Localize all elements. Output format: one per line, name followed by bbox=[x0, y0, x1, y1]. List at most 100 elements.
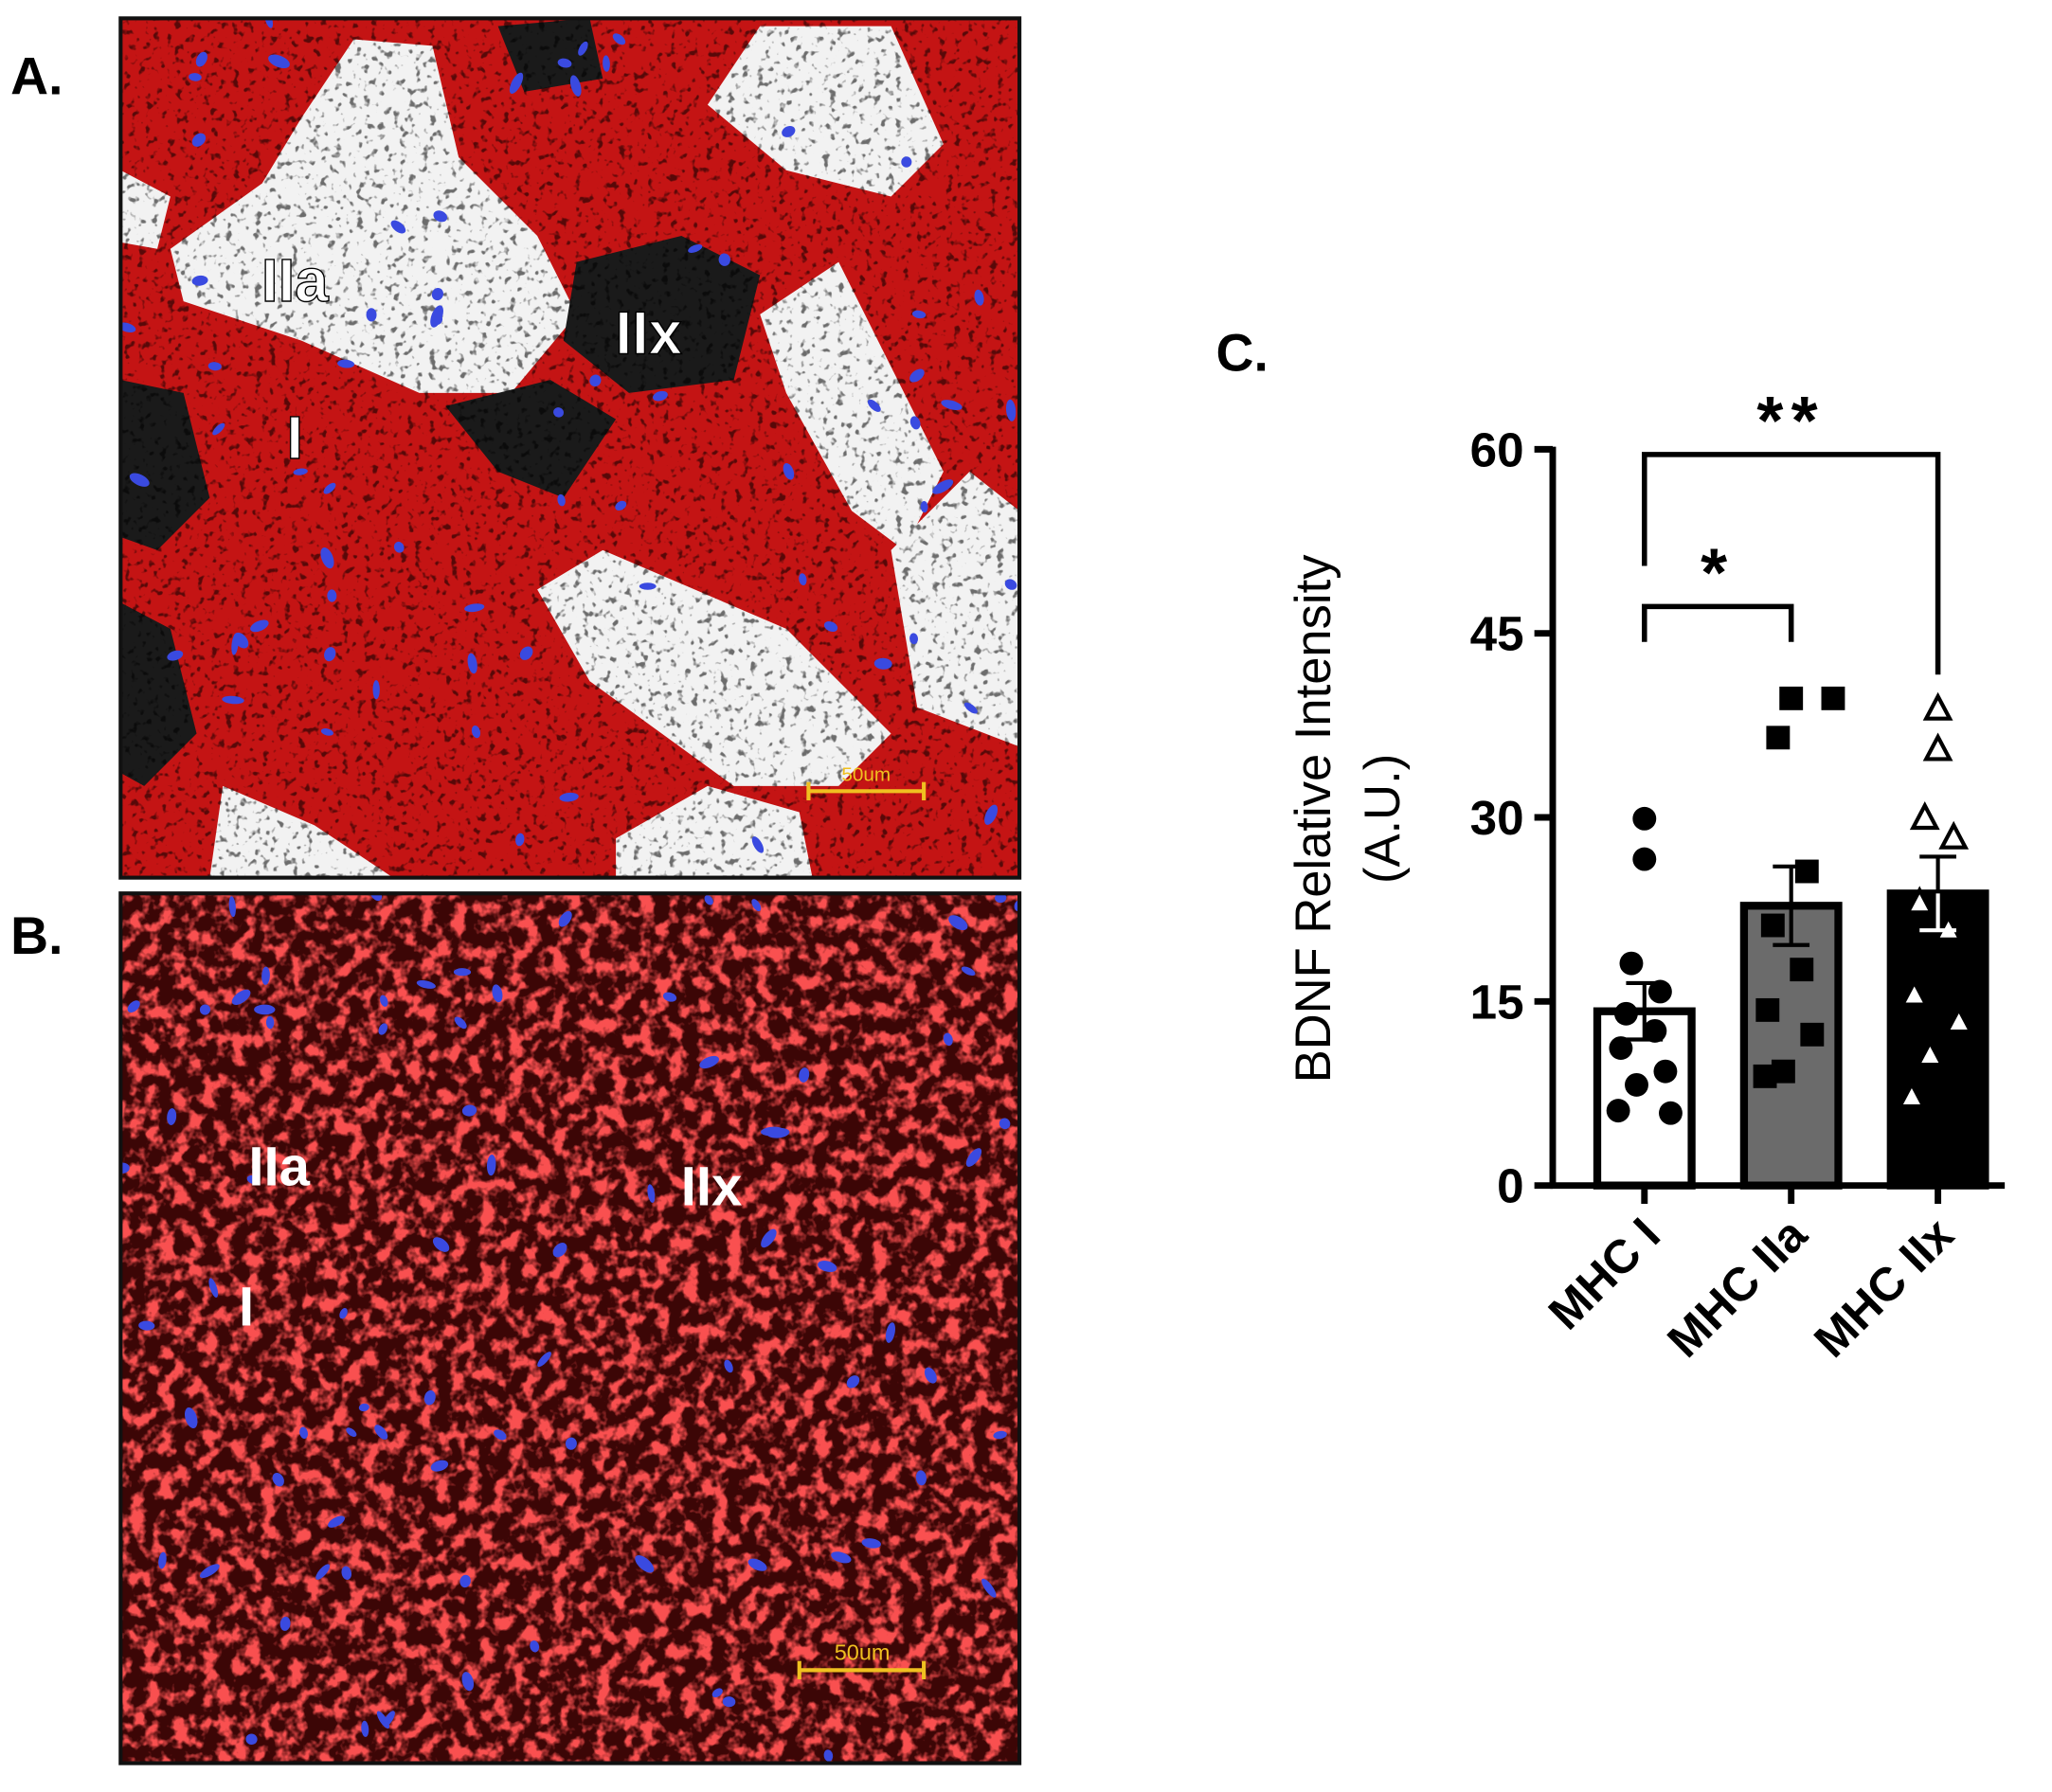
nucleus bbox=[459, 1574, 471, 1588]
nucleus bbox=[228, 896, 236, 918]
significance-bracket bbox=[1642, 452, 1941, 675]
nucleus bbox=[158, 1551, 167, 1569]
nucleus bbox=[471, 725, 481, 739]
data-point bbox=[1659, 1101, 1683, 1125]
nucleus bbox=[361, 1720, 369, 1737]
nucleus bbox=[250, 619, 269, 633]
nucleus bbox=[430, 305, 443, 328]
nucleus bbox=[823, 1749, 834, 1762]
data-point bbox=[1609, 1036, 1633, 1061]
bar bbox=[1739, 902, 1843, 1190]
nucleus bbox=[635, 1555, 655, 1573]
panel-label: C. bbox=[1216, 323, 1269, 382]
nucleus bbox=[222, 695, 244, 705]
data-point bbox=[1800, 1022, 1825, 1047]
nucleus bbox=[961, 966, 976, 977]
nucleus bbox=[129, 473, 150, 487]
nucleus bbox=[747, 1558, 767, 1571]
nucleus bbox=[208, 1278, 219, 1298]
nucleus bbox=[909, 368, 925, 383]
nucleus bbox=[167, 650, 184, 661]
nucleus bbox=[486, 1154, 496, 1176]
nucleus bbox=[265, 1015, 275, 1030]
nucleus bbox=[199, 1564, 220, 1579]
y-tick-label: 0 bbox=[1497, 1159, 1523, 1213]
nucleus bbox=[559, 792, 579, 802]
nucleus bbox=[376, 1711, 390, 1729]
nucleus bbox=[603, 55, 610, 72]
bar bbox=[1886, 889, 1989, 1190]
nucleus bbox=[464, 603, 485, 613]
nucleus bbox=[423, 1389, 436, 1406]
nucleus bbox=[994, 893, 1007, 904]
nucleus bbox=[722, 1696, 736, 1708]
nucleus bbox=[246, 1174, 260, 1185]
nucleus bbox=[328, 1515, 346, 1528]
nucleus bbox=[818, 1261, 837, 1273]
nucleus bbox=[932, 479, 954, 494]
nucleus bbox=[948, 915, 968, 931]
nucleus bbox=[861, 1538, 881, 1549]
nucleus bbox=[272, 1473, 284, 1487]
nucleus bbox=[261, 966, 270, 985]
nucleus bbox=[467, 653, 477, 674]
data-point bbox=[1915, 1038, 1946, 1067]
data-point bbox=[1632, 806, 1657, 831]
nucleus bbox=[647, 1184, 656, 1203]
nucleus bbox=[846, 1375, 860, 1389]
y-axis-label: BDNF Relative Intensity bbox=[1286, 554, 1341, 1083]
nucleus bbox=[688, 243, 703, 253]
nucleus bbox=[578, 41, 588, 56]
data-point bbox=[1647, 979, 1672, 1004]
nucleus bbox=[341, 1566, 352, 1580]
nucleus bbox=[557, 493, 566, 507]
nucleus bbox=[431, 287, 444, 301]
nucleus bbox=[963, 702, 978, 714]
nucleus bbox=[711, 1688, 723, 1698]
data-point bbox=[1753, 1064, 1777, 1088]
nucleus bbox=[378, 1023, 388, 1035]
nucleus bbox=[279, 1616, 291, 1631]
nucleus bbox=[416, 979, 436, 989]
fiber-label: I bbox=[239, 1277, 254, 1338]
nucleus bbox=[390, 220, 406, 234]
nucleus bbox=[799, 1067, 810, 1083]
nucleus bbox=[494, 1429, 507, 1441]
nucleus bbox=[999, 1118, 1011, 1130]
fiber-label: IIx bbox=[615, 299, 682, 367]
nucleus bbox=[911, 310, 927, 319]
nucleus bbox=[189, 73, 202, 81]
significance-bracket bbox=[1642, 603, 1794, 642]
x-tick-label: MHC I bbox=[1539, 1208, 1670, 1339]
nucleus bbox=[558, 910, 572, 927]
nucleus bbox=[454, 1016, 467, 1030]
nucleus bbox=[199, 1004, 211, 1015]
nucleus bbox=[569, 75, 582, 97]
nucleus bbox=[519, 646, 533, 660]
data-point bbox=[1899, 977, 1930, 1007]
data-point bbox=[1794, 859, 1819, 884]
nucleus bbox=[718, 253, 730, 266]
data-point bbox=[1938, 820, 1970, 850]
nucleus bbox=[799, 573, 807, 586]
data-point bbox=[1766, 726, 1791, 750]
nucleus bbox=[231, 989, 251, 1005]
x-tick-label: MHC IIx bbox=[1804, 1208, 1964, 1368]
nucleus bbox=[615, 500, 627, 511]
data-point bbox=[1909, 801, 1940, 831]
nucleus bbox=[323, 482, 336, 494]
nucleus bbox=[320, 728, 333, 736]
nucleus bbox=[268, 54, 290, 69]
data-point bbox=[1922, 691, 1953, 721]
y-axis-label: (A.U.) bbox=[1355, 754, 1411, 884]
data-point bbox=[1790, 958, 1814, 982]
nucleus bbox=[924, 1367, 937, 1384]
significance-label: ** bbox=[1756, 384, 1826, 459]
nucleus bbox=[530, 1640, 540, 1653]
nucleus bbox=[981, 1578, 997, 1598]
panel-frame bbox=[118, 16, 1022, 880]
nucleus bbox=[901, 156, 912, 168]
nucleus bbox=[760, 1126, 784, 1137]
data-point bbox=[1922, 732, 1953, 762]
